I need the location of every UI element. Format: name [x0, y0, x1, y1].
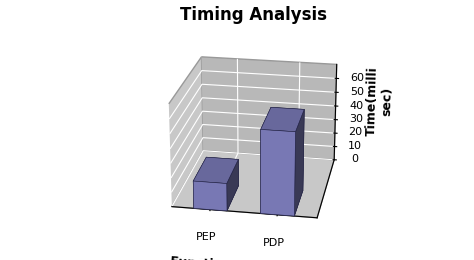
Title: Timing Analysis: Timing Analysis	[180, 6, 327, 24]
X-axis label: Functional Module: Functional Module	[170, 255, 300, 260]
